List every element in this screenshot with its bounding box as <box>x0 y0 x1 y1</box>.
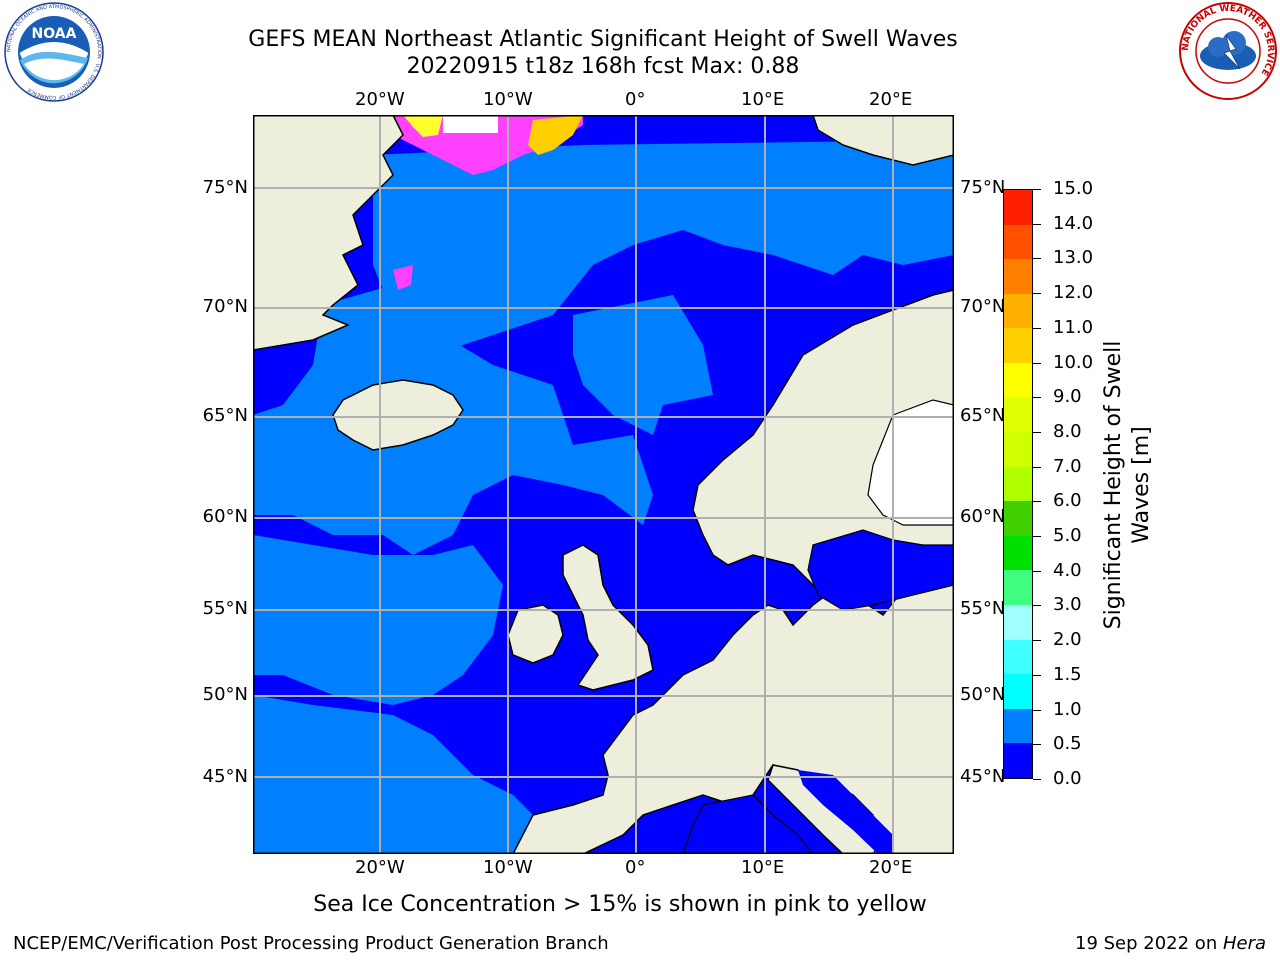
lon-label-bottom: 20°E <box>869 857 913 878</box>
colorbar-tick <box>1033 779 1041 780</box>
colorbar-segment <box>1004 224 1032 260</box>
lat-label-left: 65°N <box>202 405 248 426</box>
lat-label-left: 70°N <box>202 296 248 317</box>
colorbar-tick-label: 15.0 <box>1053 178 1094 199</box>
chart-title: GEFS MEAN Northeast Atlantic Significant… <box>248 27 958 52</box>
adriatic-sea <box>798 770 893 854</box>
lon-label-bottom: 20°W <box>355 857 405 878</box>
mediterranean-sea <box>682 794 814 854</box>
colorbar-tick-label: 4.0 <box>1053 560 1082 581</box>
colorbar-tick-label: 8.0 <box>1053 421 1082 442</box>
colorbar-tick <box>1033 501 1041 502</box>
colorbar-segment <box>1004 570 1032 606</box>
sea-ice-region <box>308 115 583 305</box>
lat-label-left: 55°N <box>202 598 248 619</box>
colorbar-title: Significant Height of Swell Waves [m] <box>1101 340 1154 630</box>
colorbar-segment <box>1004 501 1032 536</box>
colorbar-tick-label: 0.0 <box>1053 768 1082 789</box>
colorbar-tick-label: 1.0 <box>1053 699 1082 720</box>
colorbar-tick <box>1033 293 1041 294</box>
colorbar-tick <box>1033 258 1041 259</box>
colorbar-segment <box>1004 259 1032 294</box>
colorbar-segment <box>1004 189 1032 225</box>
colorbar-tick-label: 1.5 <box>1053 664 1082 685</box>
colorbar-tick <box>1033 640 1041 641</box>
graticule <box>253 115 954 854</box>
lat-label-right: 70°N <box>960 296 1006 317</box>
colorbar-tick-label: 7.0 <box>1053 456 1082 477</box>
colorbar-segment <box>1004 432 1032 467</box>
lon-label-top: 10°W <box>483 89 533 110</box>
colorbar-tick <box>1033 467 1041 468</box>
colorbar-segment <box>1004 674 1032 709</box>
colorbar-tick-label: 0.5 <box>1053 733 1082 754</box>
colorbar-segment <box>1004 535 1032 571</box>
lat-label-left: 75°N <box>202 177 248 198</box>
lat-label-right: 55°N <box>960 598 1006 619</box>
lat-label-left: 45°N <box>202 766 248 787</box>
noaa-logo: NATIONAL OCEANIC AND ATMOSPHERIC ADMINIS… <box>4 2 104 102</box>
footer-date: 19 Sep 2022 on Hera <box>1075 933 1266 954</box>
baltic-sea <box>807 529 954 611</box>
lat-label-right: 50°N <box>960 684 1006 705</box>
colorbar-segment <box>1004 605 1032 640</box>
colorbar-segment <box>1004 362 1032 398</box>
chart-subtitle: 20220915 t18z 168h fcst Max: 0.88 <box>406 54 800 79</box>
colorbar-tick-label: 6.0 <box>1053 490 1082 511</box>
colorbar-segment <box>1004 743 1032 778</box>
colorbar <box>1003 189 1033 779</box>
colorbar-tick-label: 5.0 <box>1053 525 1082 546</box>
colorbar-segment <box>1004 639 1032 675</box>
colorbar-segment <box>1004 397 1032 433</box>
colorbar-tick-label: 11.0 <box>1053 317 1094 338</box>
colorbar-tick <box>1033 710 1041 711</box>
colorbar-tick <box>1033 397 1041 398</box>
no-data-region <box>867 399 954 526</box>
lat-label-left: 50°N <box>202 684 248 705</box>
colorbar-tick <box>1033 744 1041 745</box>
colorbar-tick <box>1033 605 1041 606</box>
colorbar-tick-label: 10.0 <box>1053 352 1094 373</box>
map-frame <box>253 115 954 854</box>
lon-label-top: 20°E <box>869 89 913 110</box>
colorbar-tick-label: 12.0 <box>1053 282 1094 303</box>
colorbar-segment <box>1004 328 1032 363</box>
lon-label-bottom: 0° <box>625 857 646 878</box>
colorbar-tick-label: 2.0 <box>1053 629 1082 650</box>
colorbar-tick-label: 14.0 <box>1053 213 1094 234</box>
colorbar-tick <box>1033 189 1041 190</box>
colorbar-tick-label: 9.0 <box>1053 386 1082 407</box>
colorbar-tick <box>1033 363 1041 364</box>
lat-label-right: 65°N <box>960 405 1006 426</box>
colorbar-tick <box>1033 571 1041 572</box>
colorbar-tick-label: 3.0 <box>1053 594 1082 615</box>
sea-ice-note: Sea Ice Concentration > 15% is shown in … <box>313 892 927 917</box>
noaa-text: NOAA <box>32 26 77 42</box>
lon-label-top: 10°E <box>741 89 785 110</box>
colorbar-tick <box>1033 675 1041 676</box>
nws-logo: NATIONAL WEATHER SERVICE <box>1178 1 1278 101</box>
lon-label-bottom: 10°W <box>483 857 533 878</box>
colorbar-segment <box>1004 466 1032 502</box>
lon-label-bottom: 10°E <box>741 857 785 878</box>
footer-credit: NCEP/EMC/Verification Post Processing Pr… <box>13 933 609 954</box>
colorbar-tick-label: 13.0 <box>1053 247 1094 268</box>
colorbar-segment <box>1004 708 1032 744</box>
lat-label-right: 45°N <box>960 766 1006 787</box>
colorbar-tick <box>1033 432 1041 433</box>
lon-label-top: 20°W <box>355 89 405 110</box>
lat-label-right: 60°N <box>960 506 1006 527</box>
colorbar-tick <box>1033 224 1041 225</box>
lon-label-top: 0° <box>625 89 646 110</box>
colorbar-tick <box>1033 536 1041 537</box>
lat-label-right: 75°N <box>960 177 1006 198</box>
swell-height-map <box>253 115 954 854</box>
lat-label-left: 60°N <box>202 506 248 527</box>
colorbar-segment <box>1004 293 1032 329</box>
colorbar-tick <box>1033 328 1041 329</box>
